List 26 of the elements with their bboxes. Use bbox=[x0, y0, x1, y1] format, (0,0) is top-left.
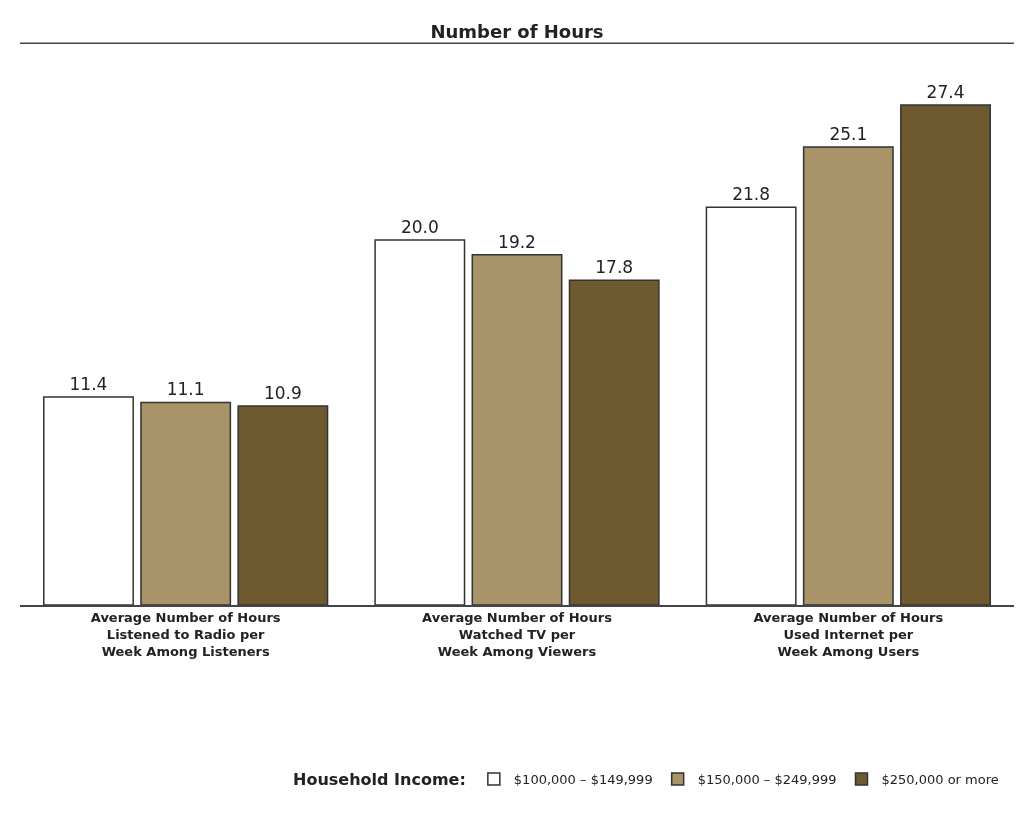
data-label: 25.1 bbox=[829, 123, 868, 144]
data-label: 21.8 bbox=[732, 184, 771, 205]
bar bbox=[705, 206, 797, 605]
bar bbox=[43, 396, 134, 605]
data-label: 17.8 bbox=[595, 257, 634, 278]
data-label: 10.9 bbox=[263, 383, 302, 404]
data-label: 20.0 bbox=[400, 217, 439, 238]
x-tick-label: Average Number of Hours Watched TV per Week Among Viewers bbox=[422, 610, 613, 660]
data-label: 27.4 bbox=[926, 82, 965, 102]
chart-title: Number of Hours bbox=[430, 20, 604, 42]
x-tick-label: Average Number of Hours Listened to Radio per Week Among Listeners bbox=[90, 610, 281, 660]
legend-title: Household Income: bbox=[293, 769, 466, 789]
bar bbox=[568, 279, 660, 605]
x-tick-label: Average Number of Hours Used Internet per Week Among Users bbox=[753, 610, 944, 660]
legend-label: $100,000 – $149,999 bbox=[513, 772, 653, 788]
legend-label: $150,000 – $249,999 bbox=[697, 772, 837, 788]
bar bbox=[900, 104, 991, 605]
data-label: 11.4 bbox=[69, 373, 108, 394]
bar bbox=[237, 405, 329, 605]
bar bbox=[374, 239, 466, 605]
data-label: 19.2 bbox=[498, 231, 536, 252]
bar bbox=[802, 146, 894, 605]
data-label: 11.1 bbox=[166, 379, 205, 400]
bar bbox=[140, 401, 232, 605]
legend-label: $250,000 or more bbox=[881, 772, 999, 788]
bar bbox=[471, 253, 563, 605]
